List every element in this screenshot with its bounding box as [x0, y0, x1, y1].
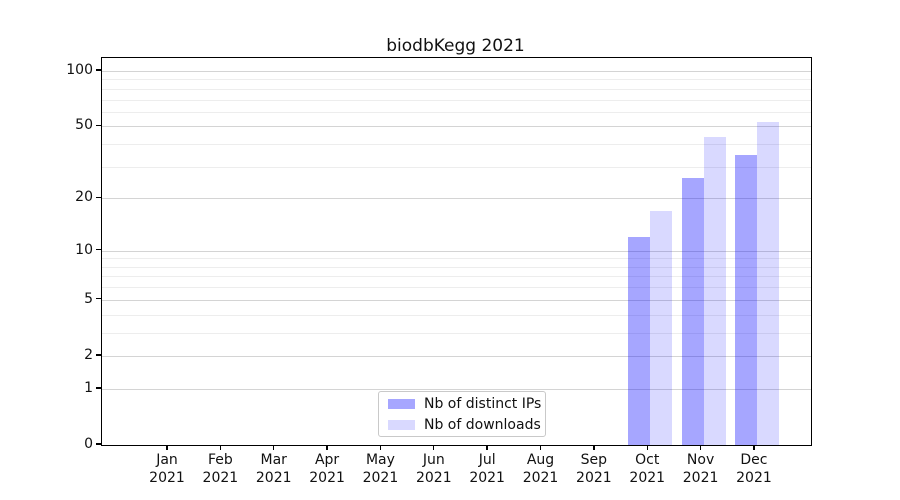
legend-label-downloads: Nb of downloads	[424, 416, 541, 433]
y-tick-label-10: 10	[75, 241, 93, 258]
chart-title: biodbKegg 2021	[386, 36, 525, 56]
bar-nb-of-downloads-dec-2021	[756, 121, 779, 445]
x-tick-label-sep-2021: Sep 2021	[576, 452, 612, 486]
x-tick-mark-apr-2021	[326, 445, 328, 451]
bar-nb-of-downloads-oct-2021	[650, 210, 673, 445]
x-tick-label-may-2021: May 2021	[362, 452, 399, 486]
x-tick-label-aug-2021: Aug 2021	[522, 452, 559, 486]
y-gridline-minor-40	[102, 144, 811, 146]
x-tick-label-dec-2021: Dec 2021	[736, 452, 772, 486]
y-tick-mark-2	[96, 354, 102, 356]
bar-nb-of-distinct-ips-dec-2021	[734, 154, 757, 445]
y-gridline-minor-3	[102, 332, 811, 334]
y-gridline-major-20	[102, 198, 811, 200]
y-gridline-major-50	[102, 126, 811, 128]
y-tick-label-0: 0	[84, 436, 93, 452]
y-tick-mark-5	[96, 298, 102, 300]
x-tick-label-apr-2021: Apr 2021	[309, 452, 345, 486]
y-gridline-minor-80	[102, 88, 811, 90]
x-tick-mark-nov-2021	[699, 445, 702, 451]
x-tick-mark-sep-2021	[593, 445, 595, 451]
y-tick-label-100: 100	[66, 62, 93, 78]
y-tick-mark-100	[96, 69, 102, 71]
legend-swatch-downloads	[388, 419, 415, 430]
x-tick-label-nov-2021: Nov 2021	[682, 452, 719, 486]
bar-nb-of-distinct-ips-nov-2021	[681, 177, 704, 445]
y-tick-mark-20	[96, 196, 102, 198]
y-gridline-minor-4	[102, 314, 811, 316]
bar-nb-of-downloads-nov-2021	[703, 136, 726, 445]
y-gridline-minor-9	[102, 258, 811, 260]
x-tick-mark-dec-2021	[753, 445, 755, 451]
y-tick-mark-10	[96, 248, 102, 251]
y-gridline-minor-60	[102, 111, 811, 113]
y-gridline-major-1	[102, 388, 811, 390]
x-tick-mark-oct-2021	[646, 445, 648, 451]
x-tick-mark-jul-2021	[486, 445, 488, 451]
legend-label-distinct-ips: Nb of distinct IPs	[424, 395, 542, 412]
x-tick-mark-may-2021	[379, 445, 382, 451]
x-tick-label-jun-2021: Jun 2021	[415, 452, 452, 486]
y-gridline-major-5	[102, 299, 811, 301]
y-gridline-major-2	[102, 355, 811, 357]
y-tick-mark-50	[96, 124, 102, 127]
plot-area	[101, 57, 812, 446]
x-tick-label-jan-2021: Jan 2021	[149, 452, 185, 486]
y-tick-label-20: 20	[75, 189, 93, 206]
y-gridline-minor-30	[102, 166, 811, 168]
x-tick-mark-jun-2021	[433, 445, 435, 451]
y-gridline-minor-90	[102, 79, 811, 81]
x-tick-mark-feb-2021	[219, 445, 222, 451]
x-tick-mark-mar-2021	[273, 445, 275, 451]
y-tick-mark-1	[96, 387, 102, 389]
x-tick-label-oct-2021: Oct 2021	[629, 452, 666, 486]
x-tick-label-jul-2021: Jul 2021	[469, 452, 505, 486]
y-gridline-major-100	[102, 71, 811, 72]
x-tick-mark-aug-2021	[539, 445, 542, 451]
y-tick-label-50: 50	[75, 117, 93, 134]
y-tick-label-5: 5	[84, 290, 93, 307]
y-gridline-minor-8	[102, 266, 811, 268]
x-tick-mark-jan-2021	[166, 445, 168, 451]
x-tick-label-mar-2021: Mar 2021	[255, 452, 292, 486]
legend: Nb of distinct IPs Nb of downloads	[378, 391, 546, 437]
y-tick-label-2: 2	[84, 346, 93, 363]
y-tick-label-1: 1	[84, 379, 93, 396]
y-gridline-minor-7	[102, 276, 811, 278]
y-gridline-minor-6	[102, 287, 811, 289]
y-gridline-major-10	[102, 250, 811, 252]
legend-row-distinct-ips: Nb of distinct IPs	[388, 395, 545, 413]
x-tick-label-feb-2021: Feb 2021	[202, 452, 239, 486]
legend-row-downloads: Nb of downloads	[388, 416, 545, 434]
y-gridline-minor-70	[102, 99, 811, 101]
bar-nb-of-distinct-ips-oct-2021	[628, 237, 651, 445]
legend-swatch-distinct-ips	[388, 398, 415, 409]
y-tick-mark-0	[96, 443, 102, 445]
